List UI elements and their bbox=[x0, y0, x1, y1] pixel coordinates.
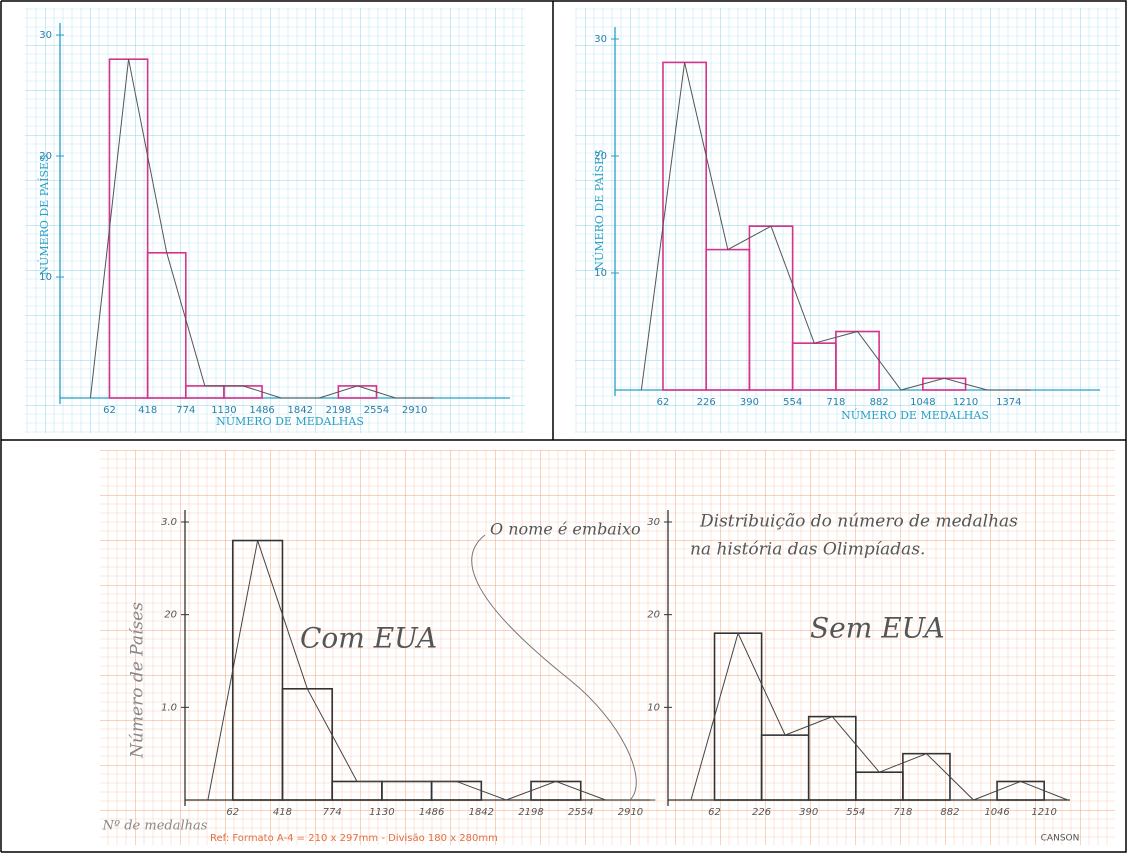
x-tick-label: 1130 bbox=[369, 807, 394, 818]
x-tick-label: 2910 bbox=[402, 405, 427, 416]
x-tick-label: 1486 bbox=[249, 405, 274, 416]
y-axis-label: NÚMERO DE PAÍSES bbox=[37, 154, 51, 275]
x-tick-label: 1048 bbox=[910, 397, 935, 408]
x-tick-label: 1210 bbox=[953, 397, 978, 408]
y-tick-label: 30 bbox=[647, 517, 660, 528]
x-tick-label: 1842 bbox=[287, 405, 312, 416]
polygon-tail bbox=[640, 62, 686, 391]
y-tick-label: 1.0 bbox=[161, 702, 177, 713]
polygon-tail bbox=[207, 540, 259, 801]
graph-paper bbox=[100, 450, 1115, 845]
x-tick-label: 418 bbox=[138, 405, 157, 416]
y-tick-label: 20 bbox=[39, 151, 52, 162]
x-tick-label: 390 bbox=[740, 397, 759, 408]
x-tick-label: 62 bbox=[103, 405, 116, 416]
x-tick-label: 1374 bbox=[996, 397, 1021, 408]
charts: 10 20 30 62 418 774 1130 1486 1842 2198 2554 2910 NÚ… bbox=[37, 23, 1100, 844]
frequency-polygon bbox=[684, 62, 988, 391]
x-tick-label: 2198 bbox=[518, 807, 543, 818]
x-tick-label: 1842 bbox=[469, 807, 494, 818]
brand: CANSON bbox=[1041, 834, 1080, 844]
graph-paper bbox=[575, 8, 1120, 433]
chart-title: Sem EUA bbox=[810, 612, 945, 645]
x-tick-label: 1046 bbox=[984, 807, 1009, 818]
x-tick-label: 62 bbox=[657, 397, 670, 408]
x-axis-label: NÚMERO DE MEDALHAS bbox=[216, 414, 364, 428]
x-tick-label: 62 bbox=[708, 807, 721, 818]
x-axis-label: NÚMERO DE MEDALHAS bbox=[841, 408, 989, 422]
y-tick-label: 10 bbox=[647, 702, 660, 713]
x-tick-label: 1486 bbox=[419, 807, 444, 818]
heading: na história das Olimpíadas. bbox=[690, 540, 925, 560]
x-axis-label: Nº de medalhas bbox=[102, 819, 208, 834]
y-tick-label: 10 bbox=[39, 272, 52, 283]
x-tick-label: 1130 bbox=[211, 405, 236, 416]
x-tick-label: 718 bbox=[893, 807, 912, 818]
y-axis-label: NÚMERO DE PAÍSES bbox=[592, 149, 606, 270]
y-tick-label: 20 bbox=[164, 610, 177, 621]
x-tick-label: 1210 bbox=[1031, 807, 1056, 818]
x-tick-label: 554 bbox=[783, 397, 802, 408]
polygon-tail bbox=[690, 633, 739, 801]
x-tick-label: 2554 bbox=[364, 405, 389, 416]
x-tick-label: 774 bbox=[323, 807, 342, 818]
x-tick-label: 718 bbox=[826, 397, 845, 408]
x-tick-label: 2910 bbox=[618, 807, 643, 818]
x-tick-label: 2554 bbox=[568, 807, 593, 818]
x-tick-label: 774 bbox=[176, 405, 195, 416]
graph-paper bbox=[25, 8, 525, 433]
annotation: O nome é embaixo bbox=[490, 520, 641, 539]
frequency-polygon bbox=[737, 632, 1021, 801]
x-tick-label: 390 bbox=[799, 807, 818, 818]
y-axis-label: Número de Países bbox=[128, 602, 148, 759]
footer: Ref: Formato A-4 = 210 x 297mm - Divisão… bbox=[210, 833, 498, 844]
y-tick-label: 30 bbox=[39, 30, 52, 41]
x-tick-label: 882 bbox=[870, 397, 889, 408]
y-tick-label: 10 bbox=[594, 268, 607, 279]
y-tick-label: 30 bbox=[594, 34, 607, 45]
polygon-tail bbox=[89, 59, 130, 399]
polygon-tail bbox=[1020, 781, 1068, 801]
arrow-curve bbox=[471, 534, 637, 801]
x-tick-label: 882 bbox=[940, 807, 959, 818]
x-tick-label: 418 bbox=[273, 807, 292, 818]
y-tick-label: 20 bbox=[647, 610, 660, 621]
y-tick-label: 3.0 bbox=[161, 517, 177, 528]
frequency-polygon bbox=[257, 540, 606, 801]
x-tick-label: 62 bbox=[226, 807, 239, 818]
y-tick-label: 20 bbox=[594, 151, 607, 162]
x-tick-label: 2198 bbox=[326, 405, 351, 416]
x-tick-label: 226 bbox=[752, 807, 771, 818]
frequency-polygon bbox=[128, 59, 396, 399]
chart-title: Com EUA bbox=[300, 622, 437, 655]
heading: Distribuição do número de medalhas bbox=[699, 512, 1018, 532]
x-tick-label: 226 bbox=[697, 397, 716, 408]
x-tick-label: 554 bbox=[846, 807, 865, 818]
